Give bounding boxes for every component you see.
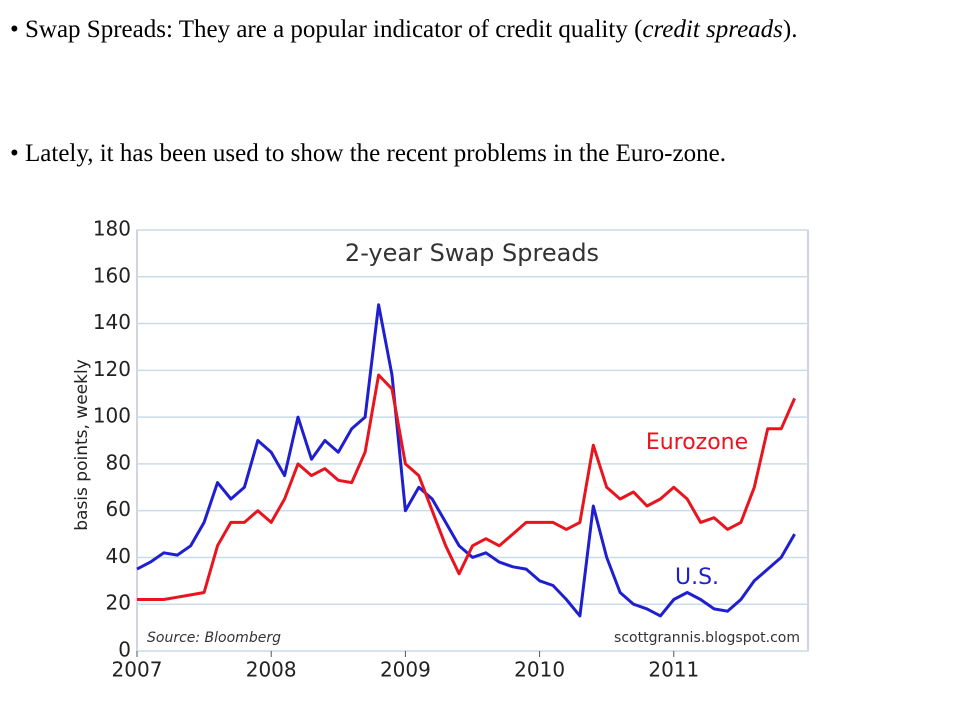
x-tick-label: 2010: [514, 658, 565, 682]
bullet: • Swap Spreads: They are a popular indic…: [10, 10, 950, 50]
y-tick-label: 0: [118, 638, 131, 662]
chart-title: 2-year Swap Spreads: [345, 239, 599, 267]
series-label: U.S.: [675, 565, 719, 590]
y-tick-label: 160: [93, 263, 131, 287]
y-tick-label: 100: [93, 404, 131, 428]
x-tick-label: 2011: [648, 658, 699, 682]
y-tick-label: 20: [106, 591, 131, 615]
series-label: Eurozone: [646, 430, 748, 455]
y-tick-label: 180: [93, 217, 131, 241]
bullet-text: • Lately, it has been used to show the r…: [10, 140, 726, 167]
x-tick-label: 2008: [246, 658, 297, 682]
bullet: • Lately, it has been used to show the r…: [10, 140, 726, 168]
x-tick-label: 2009: [380, 658, 431, 682]
plot-frame: [136, 229, 809, 652]
y-axis-label: basis points, weekly: [72, 359, 92, 531]
y-tick-label: 60: [106, 497, 131, 521]
source: Source: Bloomberg: [147, 630, 281, 646]
bullet-italic: credit spreads: [642, 16, 783, 43]
y-tick-label: 80: [106, 450, 131, 474]
bullet-text: ).: [782, 16, 798, 43]
y-tick-label: 40: [106, 544, 131, 568]
series-line: [136, 303, 796, 618]
bullet-text: • Swap Spreads: They are a popular indic…: [10, 16, 643, 43]
credit: scottgrannis.blogspot.com: [614, 630, 800, 646]
x-tick-label: 2007: [112, 658, 163, 682]
y-tick-label: 140: [93, 310, 131, 334]
y-tick-label: 120: [93, 357, 131, 381]
series-line: [137, 373, 796, 601]
